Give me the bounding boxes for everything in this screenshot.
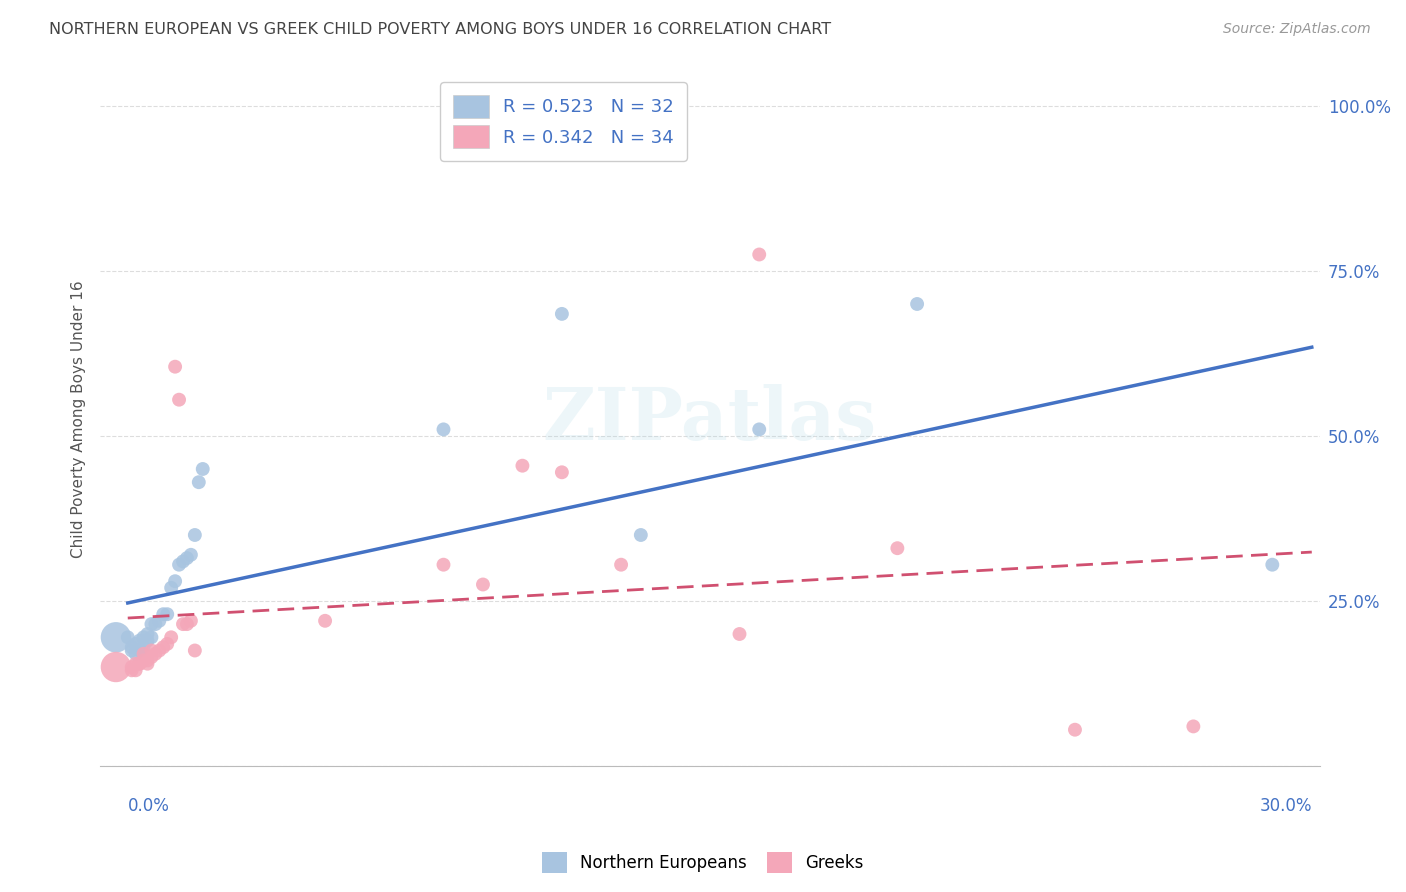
Point: [551, 307, 574, 321]
Point: [184, 528, 207, 542]
Point: [886, 541, 908, 556]
Point: [128, 643, 150, 657]
Point: [148, 643, 170, 657]
Point: [176, 617, 198, 632]
Point: [152, 640, 174, 655]
Point: [472, 577, 495, 591]
Text: 0.0%: 0.0%: [128, 797, 170, 814]
Text: 30.0%: 30.0%: [1260, 797, 1312, 814]
Point: [905, 297, 928, 311]
Point: [748, 422, 770, 436]
Point: [124, 663, 146, 677]
Text: ZIPatlas: ZIPatlas: [543, 384, 877, 455]
Point: [1064, 723, 1087, 737]
Point: [172, 617, 194, 632]
Point: [128, 633, 150, 648]
Point: [156, 607, 179, 622]
Point: [167, 392, 190, 407]
Point: [136, 657, 159, 671]
Point: [728, 627, 751, 641]
Point: [132, 640, 155, 655]
Point: [104, 630, 127, 644]
Point: [141, 617, 163, 632]
Point: [121, 643, 143, 657]
Point: [156, 637, 179, 651]
Point: [184, 643, 207, 657]
Point: [117, 630, 139, 644]
Point: [136, 653, 159, 667]
Point: [148, 614, 170, 628]
Point: [141, 650, 163, 665]
Point: [160, 581, 183, 595]
Point: [172, 554, 194, 568]
Point: [141, 643, 163, 657]
Point: [124, 657, 146, 671]
Legend: R = 0.523   N = 32, R = 0.342   N = 34: R = 0.523 N = 32, R = 0.342 N = 34: [440, 82, 688, 161]
Point: [180, 548, 202, 562]
Point: [165, 574, 187, 589]
Point: [160, 630, 183, 644]
Point: [630, 528, 652, 542]
Point: [748, 247, 770, 261]
Point: [128, 657, 150, 671]
Point: [124, 647, 146, 661]
Point: [121, 660, 143, 674]
Point: [152, 607, 174, 622]
Point: [145, 617, 167, 632]
Point: [128, 657, 150, 671]
Text: Source: ZipAtlas.com: Source: ZipAtlas.com: [1223, 22, 1371, 37]
Point: [1261, 558, 1284, 572]
Point: [176, 551, 198, 566]
Y-axis label: Child Poverty Among Boys Under 16: Child Poverty Among Boys Under 16: [72, 281, 86, 558]
Point: [136, 627, 159, 641]
Point: [610, 558, 633, 572]
Point: [167, 558, 190, 572]
Point: [512, 458, 534, 473]
Point: [1182, 719, 1205, 733]
Point: [314, 614, 336, 628]
Point: [132, 653, 155, 667]
Point: [132, 630, 155, 644]
Point: [136, 633, 159, 648]
Point: [141, 630, 163, 644]
Point: [132, 647, 155, 661]
Point: [187, 475, 209, 490]
Point: [432, 558, 454, 572]
Legend: Northern Europeans, Greeks: Northern Europeans, Greeks: [536, 846, 870, 880]
Point: [145, 647, 167, 661]
Text: NORTHERN EUROPEAN VS GREEK CHILD POVERTY AMONG BOYS UNDER 16 CORRELATION CHART: NORTHERN EUROPEAN VS GREEK CHILD POVERTY…: [49, 22, 831, 37]
Point: [165, 359, 187, 374]
Point: [121, 640, 143, 655]
Point: [124, 637, 146, 651]
Point: [191, 462, 214, 476]
Point: [121, 663, 143, 677]
Point: [551, 465, 574, 479]
Point: [432, 422, 454, 436]
Point: [104, 660, 127, 674]
Point: [180, 614, 202, 628]
